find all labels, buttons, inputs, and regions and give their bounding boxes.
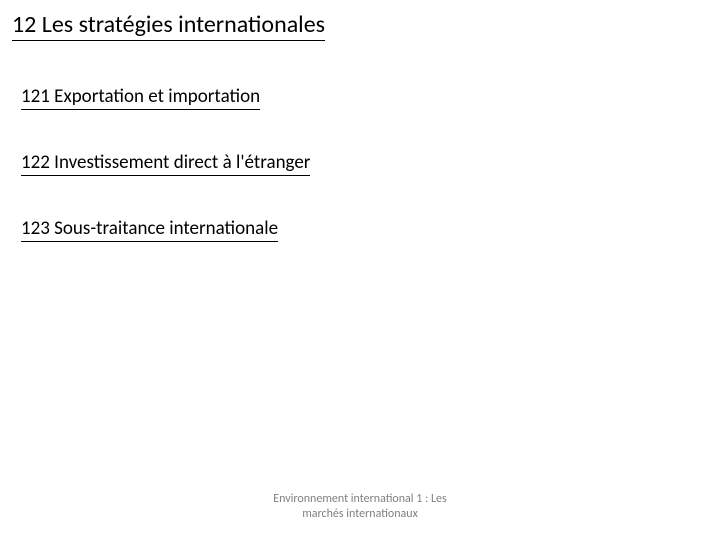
footer-line-1: Environnement international 1 : Les	[0, 492, 720, 507]
slide-footer: Environnement international 1 : Les marc…	[0, 492, 720, 522]
slide-title: 12 Les stratégies internationales	[12, 10, 325, 41]
outline-item-1: 121 Exportation et importation	[21, 86, 260, 110]
footer-line-2: marchés internationaux	[0, 507, 720, 522]
outline-item-2: 122 Investissement direct à l'étranger	[21, 152, 310, 176]
outline-item-3: 123 Sous-traitance internationale	[21, 218, 278, 242]
slide-container: 12 Les stratégies internationales 121 Ex…	[0, 0, 720, 540]
